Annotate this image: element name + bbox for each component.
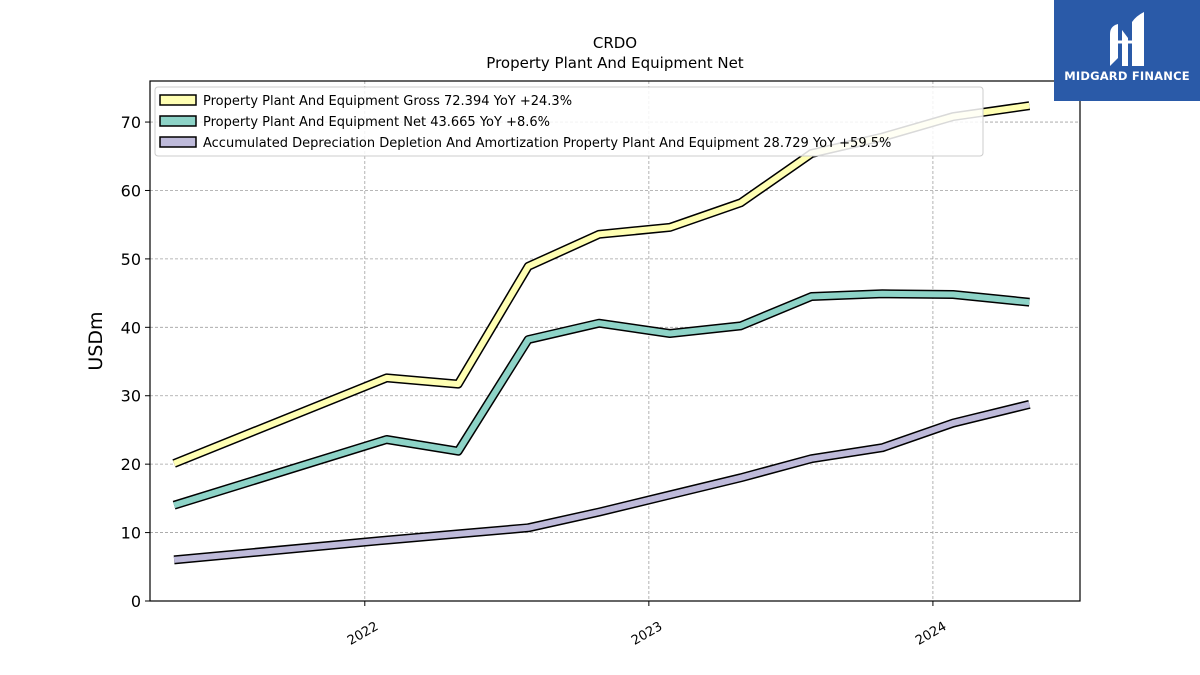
y-tick-label: 10 <box>121 524 141 543</box>
legend-swatch-1 <box>159 94 197 106</box>
x-tick-label: 2024 <box>913 619 949 649</box>
series-lines <box>172 101 1031 565</box>
legend-label-3: Accumulated Depreciation Depletion And A… <box>203 136 891 151</box>
logo-text: MIDGARD FINANCE <box>1064 69 1190 83</box>
y-tick-label: 40 <box>121 318 141 337</box>
series-line-2 <box>173 290 1030 509</box>
series-outline-3 <box>173 400 1031 565</box>
y-tick-label: 60 <box>121 181 141 200</box>
legend-swatch-3 <box>159 136 197 148</box>
x-tick-label: 2023 <box>629 619 665 649</box>
y-axis-label: USDm <box>85 311 107 370</box>
axes: 0 10 20 30 40 50 60 70 2022 2023 2024 <box>121 113 950 649</box>
legend-label-2: Property Plant And Equipment Net 43.665 … <box>203 115 550 130</box>
legend-label-1: Property Plant And Equipment Gross 72.39… <box>203 94 572 109</box>
y-tick-label: 20 <box>121 455 141 474</box>
midgard-logo-icon <box>1110 12 1144 66</box>
legend-swatch-2 <box>159 115 197 127</box>
chart-title: CRDO <box>593 34 637 52</box>
y-tick-label: 0 <box>131 592 141 611</box>
y-tick-label: 70 <box>121 113 141 132</box>
x-tick-label: 2022 <box>345 619 381 649</box>
series-line-3 <box>173 401 1031 563</box>
y-tick-label: 50 <box>121 250 141 269</box>
series-line-1 <box>172 102 1030 467</box>
chart-subtitle: Property Plant And Equipment Net <box>486 54 743 72</box>
legend-frame <box>154 86 984 157</box>
y-tick-label: 30 <box>121 387 141 406</box>
legend: Property Plant And Equipment Gross 72.39… <box>154 86 984 157</box>
plot-frame <box>149 80 1081 602</box>
midgard-finance-logo: MIDGARD FINANCE <box>1054 0 1200 101</box>
grid <box>150 81 1080 601</box>
